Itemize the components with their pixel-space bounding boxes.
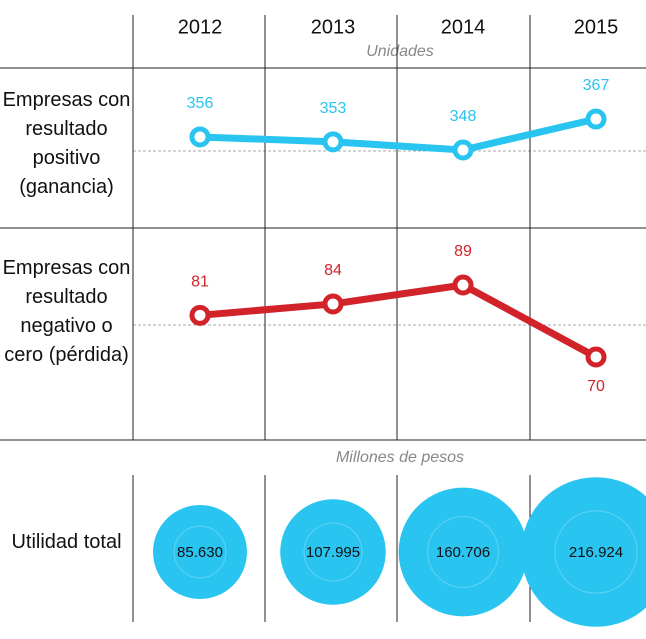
- point: [585, 108, 607, 130]
- data-label: 81: [191, 274, 209, 291]
- data-label: 353: [320, 100, 347, 117]
- bubble-title: Millones de pesos: [336, 449, 464, 466]
- bubble-ring: [554, 510, 638, 594]
- point: [322, 293, 344, 315]
- bubble: [398, 487, 528, 617]
- x-tick-label: 2013: [311, 16, 356, 38]
- series-line: [199, 115, 597, 154]
- row-label: Empresas con resultado positivo (gananci…: [2, 89, 131, 198]
- point: [189, 304, 211, 326]
- x-tick-label: 2012: [178, 16, 223, 38]
- bubble-ring: [303, 522, 363, 582]
- x-tick-label: 2015: [574, 16, 619, 38]
- point: [322, 131, 344, 153]
- bubble-label: 216.924: [569, 544, 623, 561]
- row-label: Utilidad total: [11, 531, 122, 553]
- point: [189, 126, 211, 148]
- row-label: Empresas con resultado negativo o cero (…: [2, 257, 131, 366]
- data-label: 84: [324, 262, 342, 279]
- subtitle: Unidades: [366, 43, 434, 60]
- bubble-ring: [173, 525, 227, 579]
- point: [452, 274, 474, 296]
- bubble-label: 160.706: [436, 544, 490, 561]
- bubble-ring: [427, 516, 499, 588]
- data-label: 348: [450, 108, 477, 125]
- data-label: 89: [454, 243, 472, 260]
- point: [585, 346, 607, 368]
- bubble-label: 85.630: [177, 544, 223, 561]
- x-tick-label: 2014: [441, 16, 486, 38]
- data-label: 70: [587, 378, 605, 395]
- bubble: [280, 499, 386, 605]
- series-line: [199, 281, 598, 361]
- bubble: [521, 477, 646, 627]
- bubble-label: 107.995: [306, 544, 360, 561]
- point: [452, 139, 474, 161]
- data-label: 356: [187, 95, 214, 112]
- data-label: 367: [583, 77, 610, 94]
- bubble: [153, 505, 247, 599]
